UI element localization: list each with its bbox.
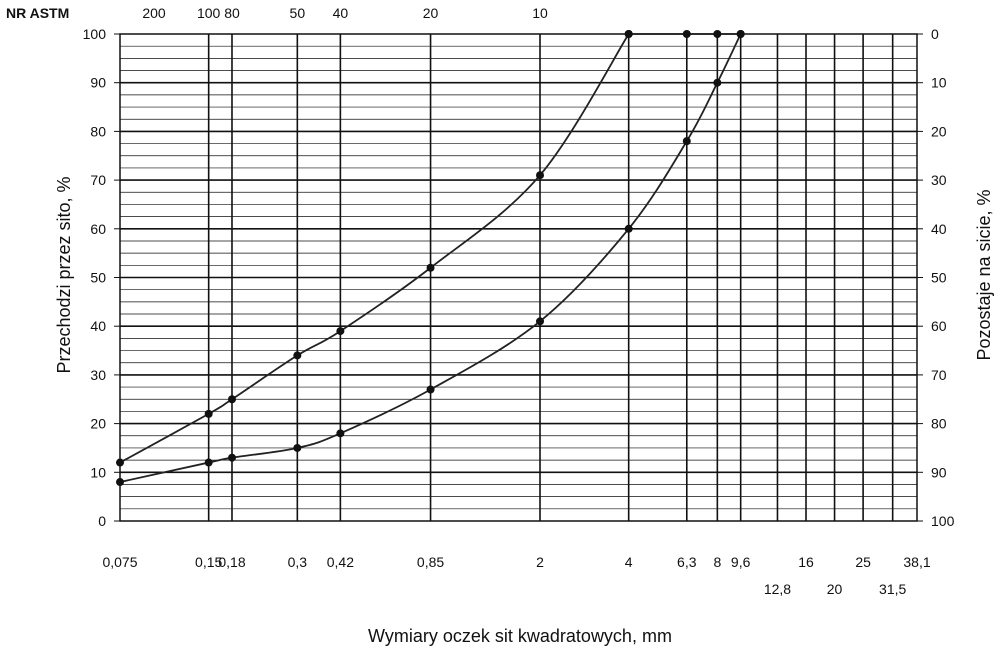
data-point [336,327,345,336]
data-point [682,137,691,146]
x-tick-label: 0,3 [288,554,308,570]
data-point [293,351,302,360]
x-tick-label: 8 [713,554,721,570]
y-tick-label: 50 [90,270,106,286]
series-group [116,30,745,487]
data-point [426,385,435,394]
y-tick-label: 10 [90,464,106,480]
x-tick-label: 38,1 [903,554,930,570]
series-line-1 [119,33,630,464]
x-tick-label: 4 [625,554,633,570]
y-tick-label: 90 [90,75,106,91]
data-point [204,409,213,418]
y-tick-label: 40 [90,318,106,334]
data-point [293,443,302,452]
y-tick-label: 100 [83,26,107,42]
data-point [682,30,691,38]
data-point [624,224,633,233]
x-tick-label: 0,18 [218,554,245,570]
y2-axis-title: Pozostaje na sicie, % [974,189,994,360]
astm-tick-label: 50 [290,5,306,21]
y2-tick-label: 50 [931,270,947,286]
y2-tick-label: 100 [931,513,955,529]
data-point [116,478,124,487]
astm-tick-label: 20 [423,5,439,21]
grid [120,34,917,521]
x-tick-label: 2 [536,554,544,570]
astm-tick-label: 10 [532,5,548,21]
astm-tick-label: 100 [197,5,221,21]
data-point [624,30,633,38]
astm-tick-label: 80 [224,5,240,21]
y-tick-label: 0 [98,513,106,529]
astm-title: NR ASTM [6,5,69,21]
x-tick-label: 0,85 [417,554,444,570]
y2-tick-label: 70 [931,367,947,383]
data-point [536,171,545,180]
y2-tick-label: 40 [931,221,947,237]
y-tick-label: 70 [90,172,106,188]
x-tick-label: 0,15 [195,554,222,570]
astm-tick-label: 200 [142,5,166,21]
y-tick-label: 80 [90,123,106,139]
x-tick-label: 12,8 [764,581,791,597]
data-point [116,458,124,467]
x-tick-label: 16 [798,554,814,570]
y-axis-title: Przechodzi przez sito, % [54,176,74,373]
x-tick-label: 0,42 [327,554,354,570]
y2-tick-label: 30 [931,172,947,188]
x-tick-label: 6,3 [677,554,697,570]
y2-tick-label: 60 [931,318,947,334]
x-tick-label: 31,5 [879,581,906,597]
data-point [204,458,213,467]
data-point [736,30,745,38]
x-tick-label: 20 [827,581,843,597]
y2-tick-label: 0 [931,26,939,42]
data-point [227,395,236,404]
y-tick-label: 20 [90,416,106,432]
astm-tick-label: 40 [333,5,349,21]
data-point [336,429,345,438]
y-tick-label: 30 [90,367,106,383]
data-point [227,453,236,462]
y2-tick-label: 90 [931,464,947,480]
y-tick-label: 60 [90,221,106,237]
data-point [713,30,722,38]
x-tick-label: 9,6 [731,554,751,570]
data-point [713,78,722,87]
y2-tick-label: 20 [931,123,947,139]
tick-labels: 0102030405060708090100100908070605040302… [83,5,955,597]
y2-tick-label: 80 [931,416,947,432]
data-point [536,317,545,326]
x-tick-label: 25 [855,554,871,570]
data-point [426,263,435,272]
x-axis-title: Wymiary oczek sit kwadratowych, mm [368,626,672,646]
x-tick-label: 0,075 [102,554,137,570]
y2-tick-label: 10 [931,75,947,91]
